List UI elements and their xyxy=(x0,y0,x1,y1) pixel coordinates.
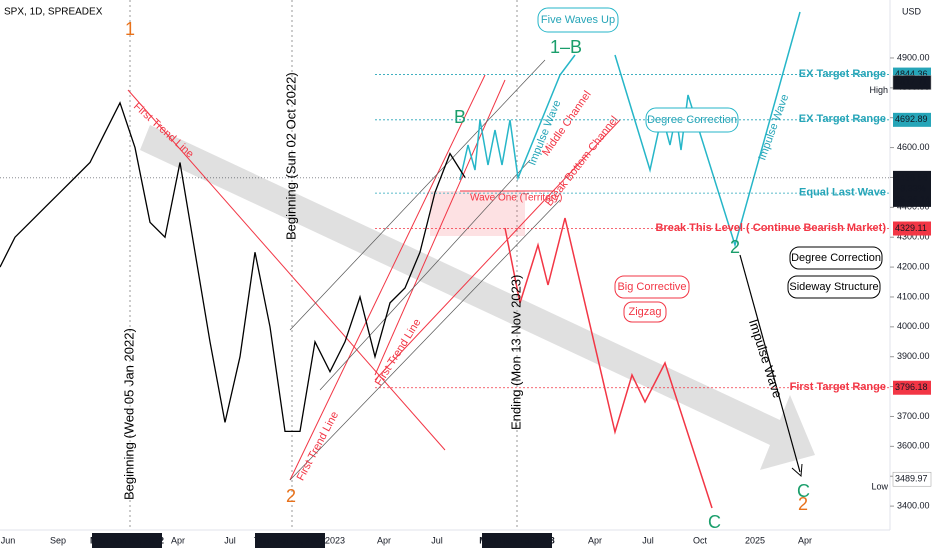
x-tick-label: Thu Oct 13, 2022 xyxy=(254,535,326,545)
note-box xyxy=(623,301,667,323)
level-name: Break This Level ( Continue Bearish Mark… xyxy=(656,222,887,234)
projection-up xyxy=(459,54,576,181)
note-box xyxy=(614,275,690,299)
y-tick-label: 4900.00 xyxy=(897,52,930,62)
last-box xyxy=(893,170,931,207)
x-tick-label: Mon Jan 03, 2022 xyxy=(90,535,164,545)
wave-label: 2 xyxy=(730,237,740,257)
level-name: EX Target Range xyxy=(799,68,886,80)
y-tick-label: 3400.00 xyxy=(897,500,930,510)
y-tick-label: 3600.00 xyxy=(897,441,930,451)
y-tick-label: 4600.00 xyxy=(897,142,930,152)
price-tag-label: 4329.11 xyxy=(895,223,927,233)
x-tick-label: 2025 xyxy=(745,535,765,545)
y-tick-label: 3900.00 xyxy=(897,351,930,361)
price-line xyxy=(0,101,466,433)
last-value: 4498.58 xyxy=(895,172,928,182)
price-tag xyxy=(893,112,931,127)
annotation: Ending (Mon 13 Nov 2023) xyxy=(508,275,523,430)
symbol: SPX, 1D, SPREADEX xyxy=(4,7,103,18)
trend-line xyxy=(289,74,486,481)
x-tick-label: Jul xyxy=(431,535,443,545)
price-tag-label: 3796.18 xyxy=(895,382,928,392)
wave-label: B xyxy=(454,107,466,127)
wave-label: 2 xyxy=(286,486,296,506)
level-name: EX Target Range xyxy=(799,113,886,125)
tag-box xyxy=(892,471,932,487)
note: Five Waves Up xyxy=(541,14,615,26)
wave-label: 2 xyxy=(798,494,808,514)
note-box xyxy=(787,275,881,299)
tag-label: High xyxy=(869,85,888,95)
channel-line xyxy=(289,199,561,481)
arrow-head xyxy=(791,463,803,478)
tag-box xyxy=(892,75,932,90)
date-box xyxy=(482,533,552,548)
annotation: Beginning (Sun 02 Oct 2022) xyxy=(283,72,298,240)
wave-label: C xyxy=(708,512,721,532)
x-tick-label: Sep xyxy=(50,535,66,545)
trend-line xyxy=(127,89,446,451)
x-tick-label: Apr xyxy=(588,535,602,545)
tag-value: 4817.71 xyxy=(895,77,928,87)
x-tick-label: Jun xyxy=(1,535,16,545)
annotation: Beginning (Wed 05 Jan 2022) xyxy=(121,328,136,500)
date-markers xyxy=(129,0,518,530)
y-tick-label: 4000.00 xyxy=(897,321,930,331)
date-box xyxy=(92,533,162,548)
wave-label: C xyxy=(797,481,810,501)
note: Big Corrective xyxy=(617,281,686,293)
price-tag xyxy=(893,380,931,395)
trend-lines xyxy=(127,74,621,481)
x-tick-label: Mon Nov 13, 2023 xyxy=(479,535,555,545)
currency: USD xyxy=(902,6,922,16)
tag-label: Low xyxy=(871,482,888,492)
wave-label: 1 xyxy=(125,19,135,39)
territory-box xyxy=(430,191,525,236)
y-tick-label: 4300.00 xyxy=(897,232,930,242)
tag-value: 3489.97 xyxy=(895,474,928,484)
y-tick-label: 3700.00 xyxy=(897,411,930,421)
channel-line xyxy=(289,59,546,331)
projection-arrow xyxy=(739,254,801,473)
trend-line xyxy=(374,119,621,381)
note-box xyxy=(537,7,619,33)
countdown: 05:36:14 xyxy=(895,194,930,204)
channel-line xyxy=(319,159,531,391)
level-name: First Target Range xyxy=(790,381,886,393)
level-name: Equal Last Wave xyxy=(799,187,886,199)
wave-label: 1–B xyxy=(550,37,582,57)
date-box xyxy=(255,533,325,548)
y-tick-label: 4200.00 xyxy=(897,261,930,271)
trend-line xyxy=(374,79,506,376)
note: Degree Correction xyxy=(791,252,881,264)
note-box xyxy=(789,246,883,270)
x-tick-label: Apr xyxy=(798,535,812,545)
note: Sideway Structure xyxy=(789,281,878,293)
x-tick-label: Apr xyxy=(377,535,391,545)
x-tick-label: Jul xyxy=(224,535,236,545)
x-tick-label: Jul xyxy=(642,535,654,545)
price-tag-label: 4692.89 xyxy=(895,114,928,124)
x-tick-label: 2023 xyxy=(325,535,345,545)
x-tick-label: Oct xyxy=(693,535,708,545)
last-change: +8.33% xyxy=(895,183,926,193)
price-tag-label: 4844.36 xyxy=(895,69,928,79)
y-tick-label: 4100.00 xyxy=(897,291,930,301)
annotation: Wave One (Territory) xyxy=(470,193,562,204)
note: Zigzag xyxy=(628,306,661,318)
channel-lines xyxy=(289,59,561,481)
x-tick-label: Apr xyxy=(171,535,185,545)
price-tag xyxy=(893,221,931,236)
big-arrow xyxy=(140,125,815,470)
projection-down xyxy=(504,217,713,509)
